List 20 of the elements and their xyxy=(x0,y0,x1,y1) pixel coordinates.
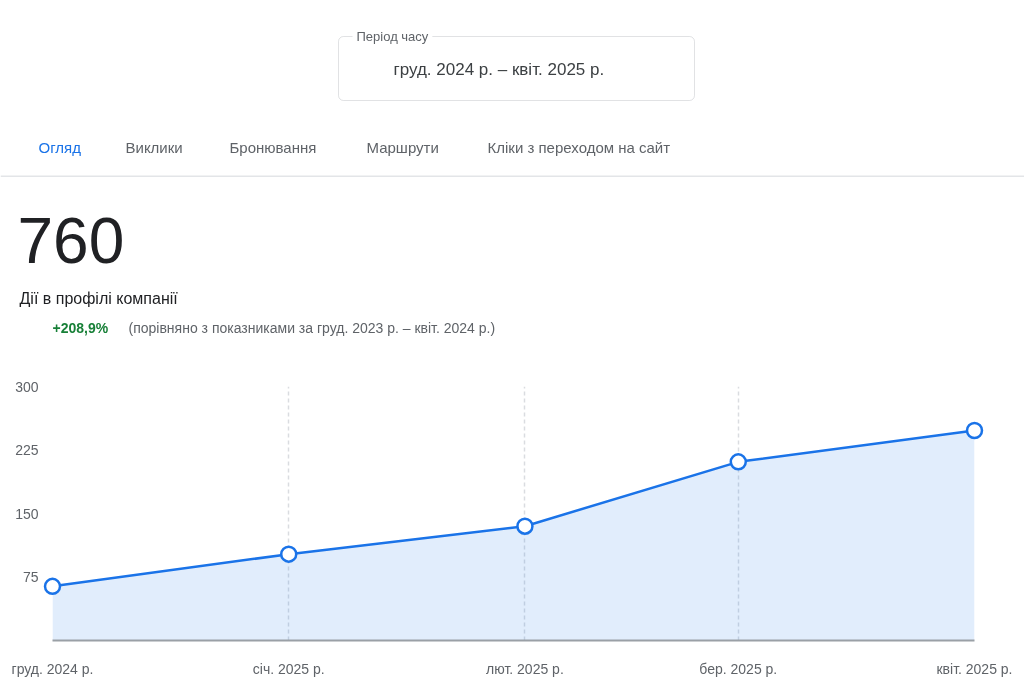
text: Кліки з переходом на сайт xyxy=(487,139,671,156)
text: Період часу xyxy=(356,29,429,44)
text: Маршрути xyxy=(366,139,439,156)
text: (порівняно з показниками за груд. 2023 р. – квіт. 2024 р.) xyxy=(128,319,496,336)
chart-subtitle: Дії в профілі компанії xyxy=(19,290,179,307)
x-tick-label: квіт. 2025 р. xyxy=(936,660,1013,677)
chart-title: 760 xyxy=(17,205,125,277)
text: Огляд xyxy=(38,139,82,156)
y-tick-label: 150 xyxy=(15,505,39,522)
x-tick-label: бер. 2025 р. xyxy=(699,660,778,677)
text: Бронювання xyxy=(229,139,317,156)
y-tick-label: 75 xyxy=(22,569,39,585)
text: +208,9% xyxy=(52,319,109,336)
y-tick-label: 300 xyxy=(15,378,39,395)
x-tick-label: груд. 2024 р. xyxy=(11,660,94,677)
text: груд. 2024 р. – квіт. 2025 р. xyxy=(393,60,605,79)
x-tick-label: січ. 2025 р. xyxy=(252,660,325,677)
y-tick-label: 225 xyxy=(15,442,39,458)
x-tick-label: лют. 2025 р. xyxy=(486,660,564,677)
text: Виклики xyxy=(125,139,183,156)
